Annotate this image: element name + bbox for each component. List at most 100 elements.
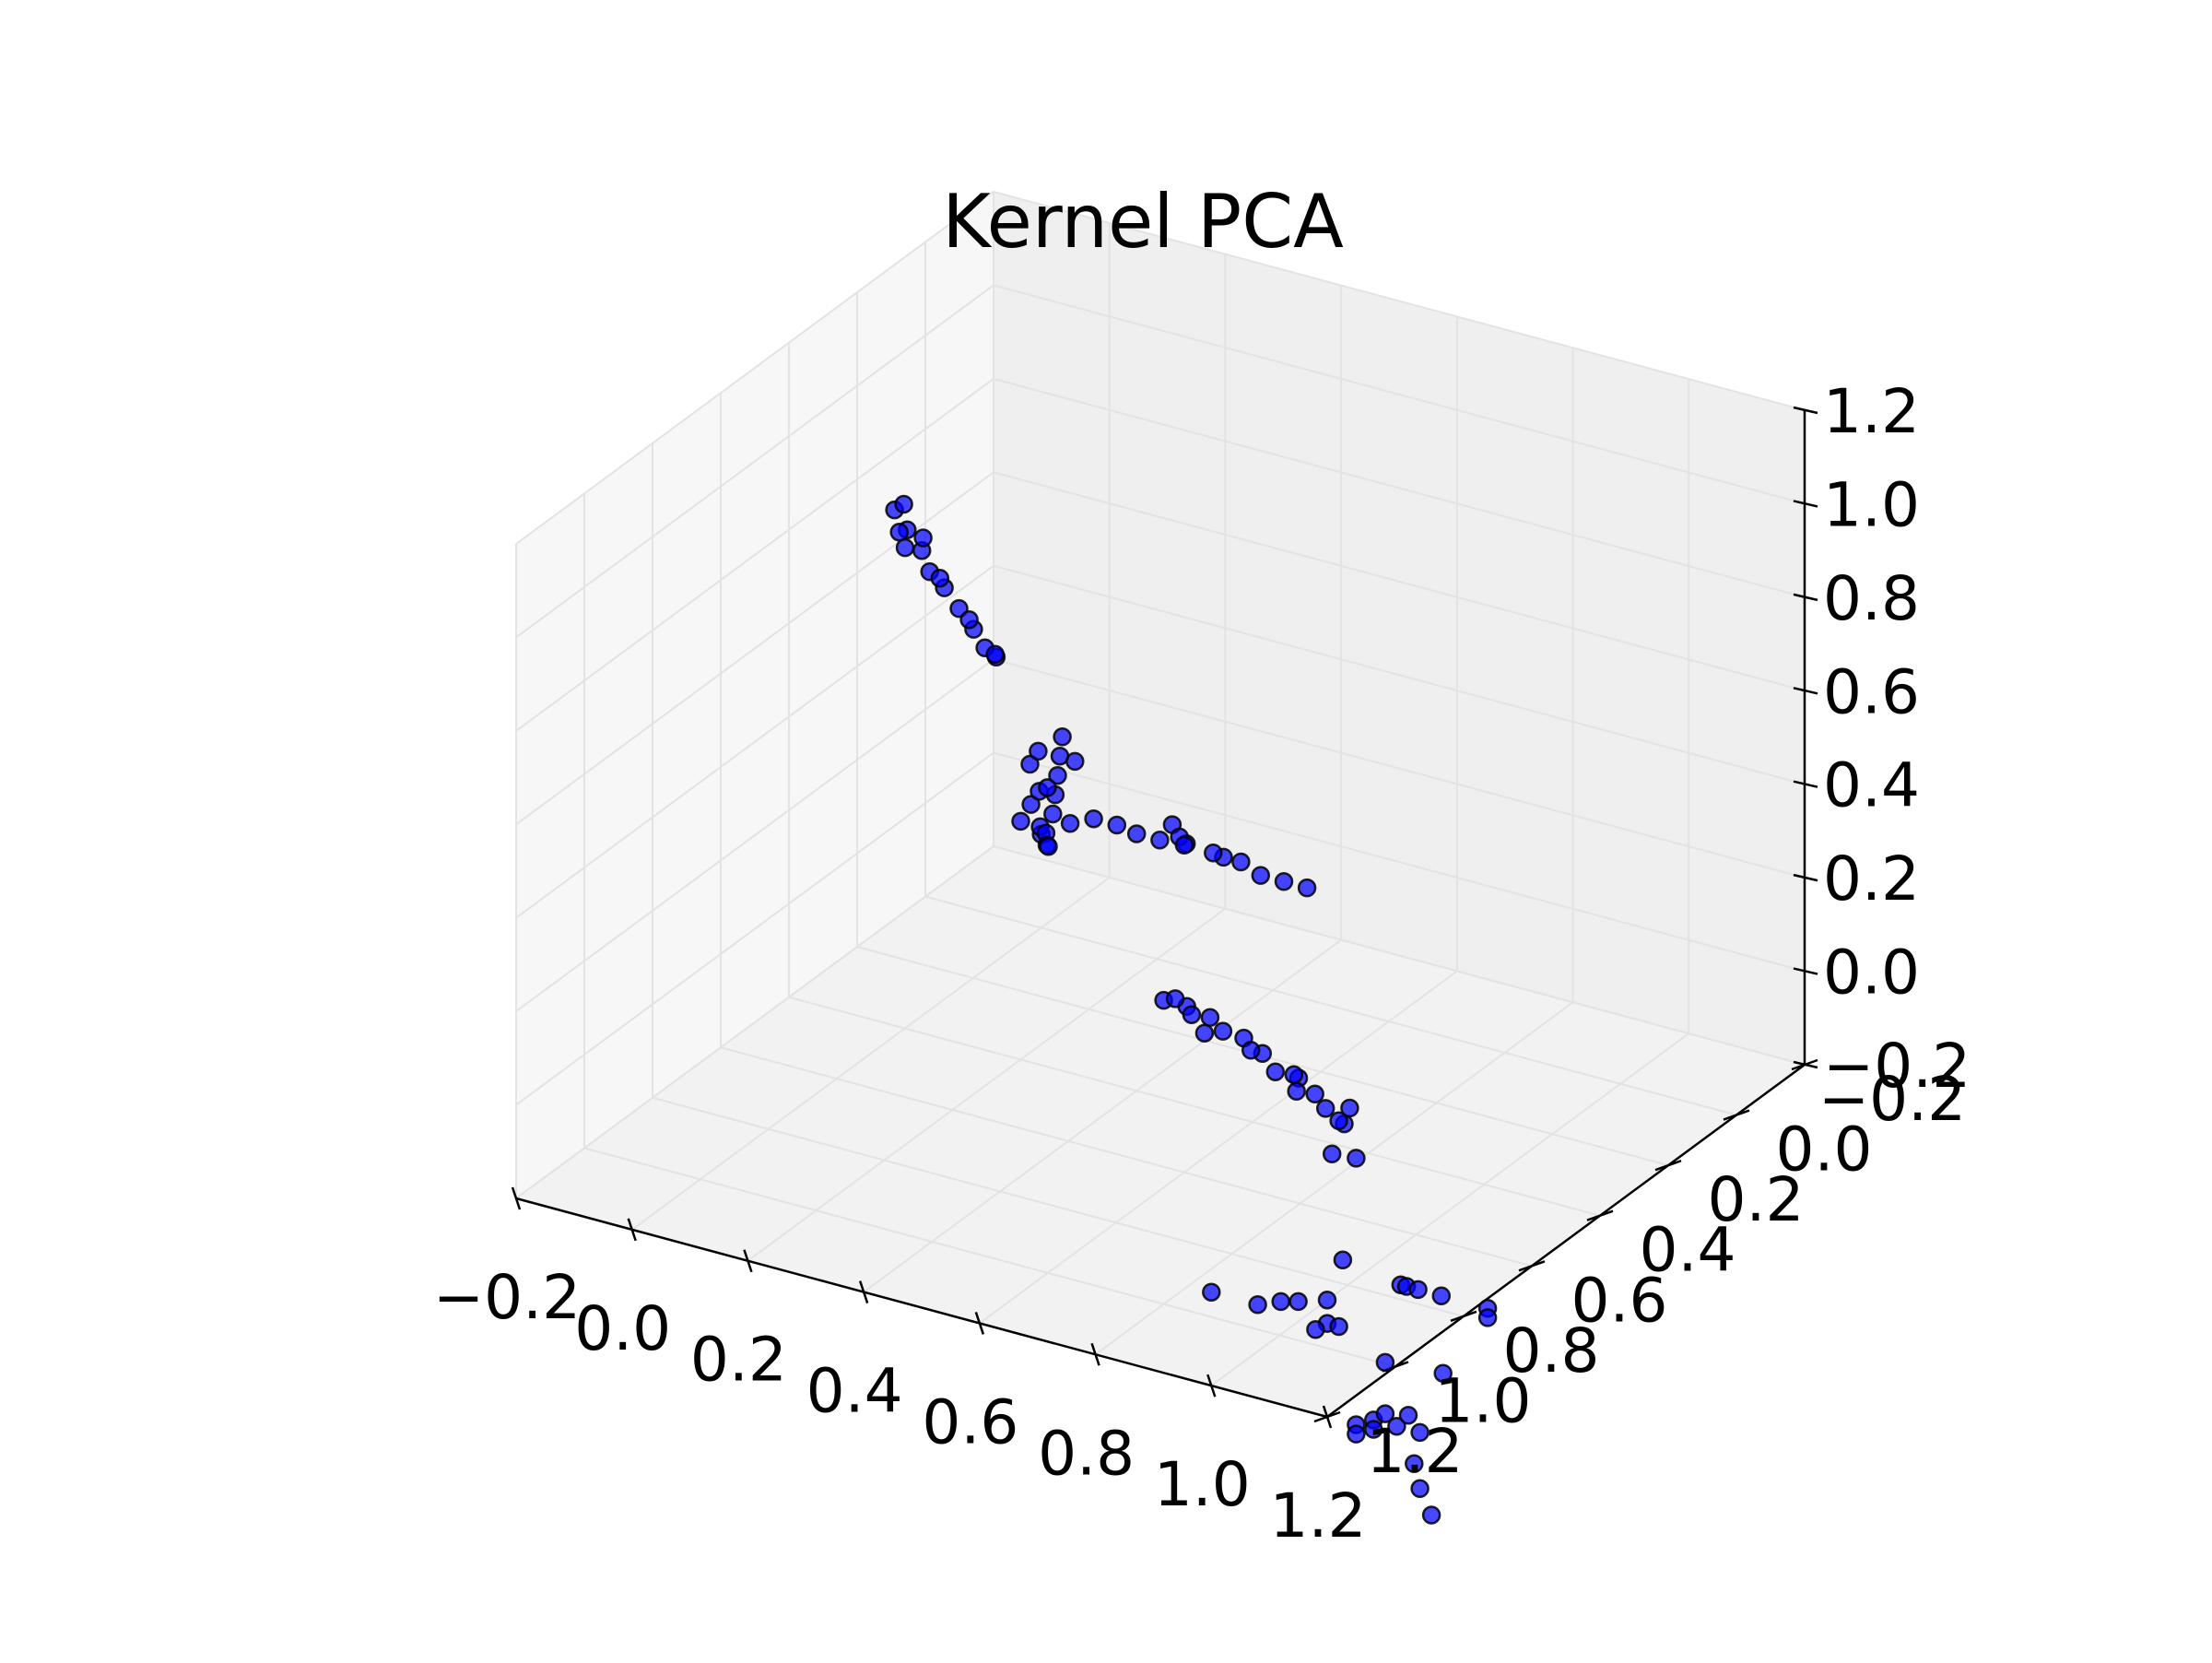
- data-point: [1265, 1062, 1286, 1081]
- y-grid-line: [924, 242, 1737, 1116]
- axis-lines: [511, 406, 1818, 1429]
- y-tick-label: −0.2: [1818, 1064, 1966, 1135]
- z-tick-label: 0.2: [1823, 843, 1920, 914]
- data-point: [1410, 1479, 1430, 1499]
- data-point: [895, 537, 915, 558]
- z-tick: [1793, 780, 1818, 788]
- data-point: [1408, 1280, 1428, 1300]
- data-point: [1126, 824, 1147, 843]
- data-point: [1065, 751, 1085, 772]
- data-point: [1194, 1023, 1215, 1043]
- grid-lines: [515, 190, 1806, 1418]
- data-point: [1421, 1505, 1441, 1525]
- data-point: [1287, 1081, 1306, 1102]
- data-point: [1398, 1406, 1418, 1425]
- data-point: [1213, 1021, 1233, 1041]
- z-tick: [1793, 967, 1818, 975]
- x-grid-line: [979, 316, 1458, 1325]
- data-point: [959, 609, 979, 630]
- x-tick-label: −0.2: [433, 1262, 581, 1333]
- data-point: [889, 522, 909, 542]
- x-tick-label: 0.6: [922, 1386, 1018, 1457]
- data-point: [985, 644, 1005, 665]
- data-point: [1333, 1250, 1353, 1270]
- data-point: [1182, 1005, 1202, 1024]
- y-grid-line: [652, 442, 1465, 1317]
- x-grid-line: [1210, 379, 1690, 1386]
- x-grid-line: [1095, 348, 1574, 1356]
- data-point: [894, 494, 913, 514]
- z-grid-line: [515, 190, 1806, 545]
- x-tick: [1206, 1374, 1217, 1398]
- data-point: [1387, 1416, 1406, 1436]
- z-tick-label: 0.6: [1823, 656, 1920, 727]
- x-tick: [858, 1280, 869, 1303]
- data-point: [1020, 754, 1040, 774]
- x-tick: [1090, 1342, 1100, 1366]
- data-point: [913, 528, 933, 548]
- data-point: [1084, 808, 1103, 829]
- axis-panes: [516, 192, 1805, 1417]
- x-grid-line: [631, 222, 1111, 1231]
- data-point: [1477, 1308, 1498, 1327]
- x-grid-line: [747, 254, 1227, 1262]
- data-point: [1043, 804, 1063, 824]
- x-tick-label: 0.2: [690, 1325, 787, 1396]
- data-point: [1165, 989, 1185, 1008]
- z-tick-label: 0.0: [1823, 938, 1920, 1008]
- y-grid-line: [720, 393, 1533, 1268]
- z-grid-line: [515, 284, 1806, 639]
- x-tick-label: 0.8: [1038, 1418, 1135, 1489]
- data-point: [1060, 813, 1080, 833]
- data-point: [1288, 1291, 1308, 1312]
- y-tick-label: 0.0: [1776, 1115, 1873, 1185]
- x-axis-line: [515, 1197, 1328, 1419]
- data-point: [1410, 1422, 1430, 1443]
- data-point: [1048, 765, 1067, 785]
- data-point: [1329, 1316, 1348, 1337]
- data-point: [1248, 1295, 1267, 1315]
- data-point: [1029, 741, 1048, 761]
- data-point: [1231, 852, 1251, 872]
- y-axis-line: [1326, 1063, 1806, 1419]
- x-tick-label: 0.4: [806, 1356, 903, 1427]
- z-tick-label: −0.2: [1823, 1031, 1971, 1102]
- chart-title: Kernel PCA: [942, 179, 1344, 265]
- y-tick-label: 0.6: [1571, 1265, 1668, 1336]
- data-point: [1347, 1424, 1366, 1444]
- data-point: [1433, 1363, 1453, 1383]
- z-tick: [1793, 687, 1818, 695]
- data-point: [930, 568, 950, 588]
- tick-labels: −0.21.2−0.20.01.00.00.2 0.80.20.40.60.40.…: [433, 376, 1971, 1551]
- data-point: [1011, 811, 1030, 832]
- z-tick: [1793, 500, 1818, 508]
- y-tick: [1723, 1109, 1750, 1121]
- y-tick: [1450, 1310, 1477, 1323]
- data-point: [1284, 1065, 1304, 1084]
- y-grid-line: [856, 292, 1669, 1167]
- data-point: [1322, 1144, 1342, 1163]
- z-grid-line: [515, 844, 1806, 1199]
- x-grid-line: [863, 285, 1343, 1293]
- data-point: [1274, 872, 1294, 891]
- data-point: [1431, 1286, 1452, 1305]
- data-point: [1038, 778, 1057, 797]
- y-tick: [1654, 1159, 1682, 1172]
- data-point: [1306, 1320, 1325, 1339]
- y-tick: [1518, 1260, 1546, 1272]
- y-tick-label: 1.2: [1367, 1416, 1464, 1487]
- z-tick: [1793, 593, 1818, 602]
- z-tick-label: 1.0: [1823, 469, 1920, 540]
- floor-pane: [516, 846, 1805, 1417]
- z-tick: [1793, 873, 1818, 882]
- x-tick-label: 1.0: [1154, 1449, 1251, 1520]
- y-tick-label: 0.8: [1503, 1315, 1600, 1386]
- data-point: [1021, 795, 1041, 814]
- data-point: [1271, 1291, 1290, 1312]
- back-wall-pane: [994, 192, 1805, 1065]
- data-point: [1251, 866, 1271, 885]
- data-point: [1297, 878, 1317, 898]
- data-point: [1202, 1282, 1221, 1302]
- x-tick-label: 0.0: [574, 1293, 671, 1364]
